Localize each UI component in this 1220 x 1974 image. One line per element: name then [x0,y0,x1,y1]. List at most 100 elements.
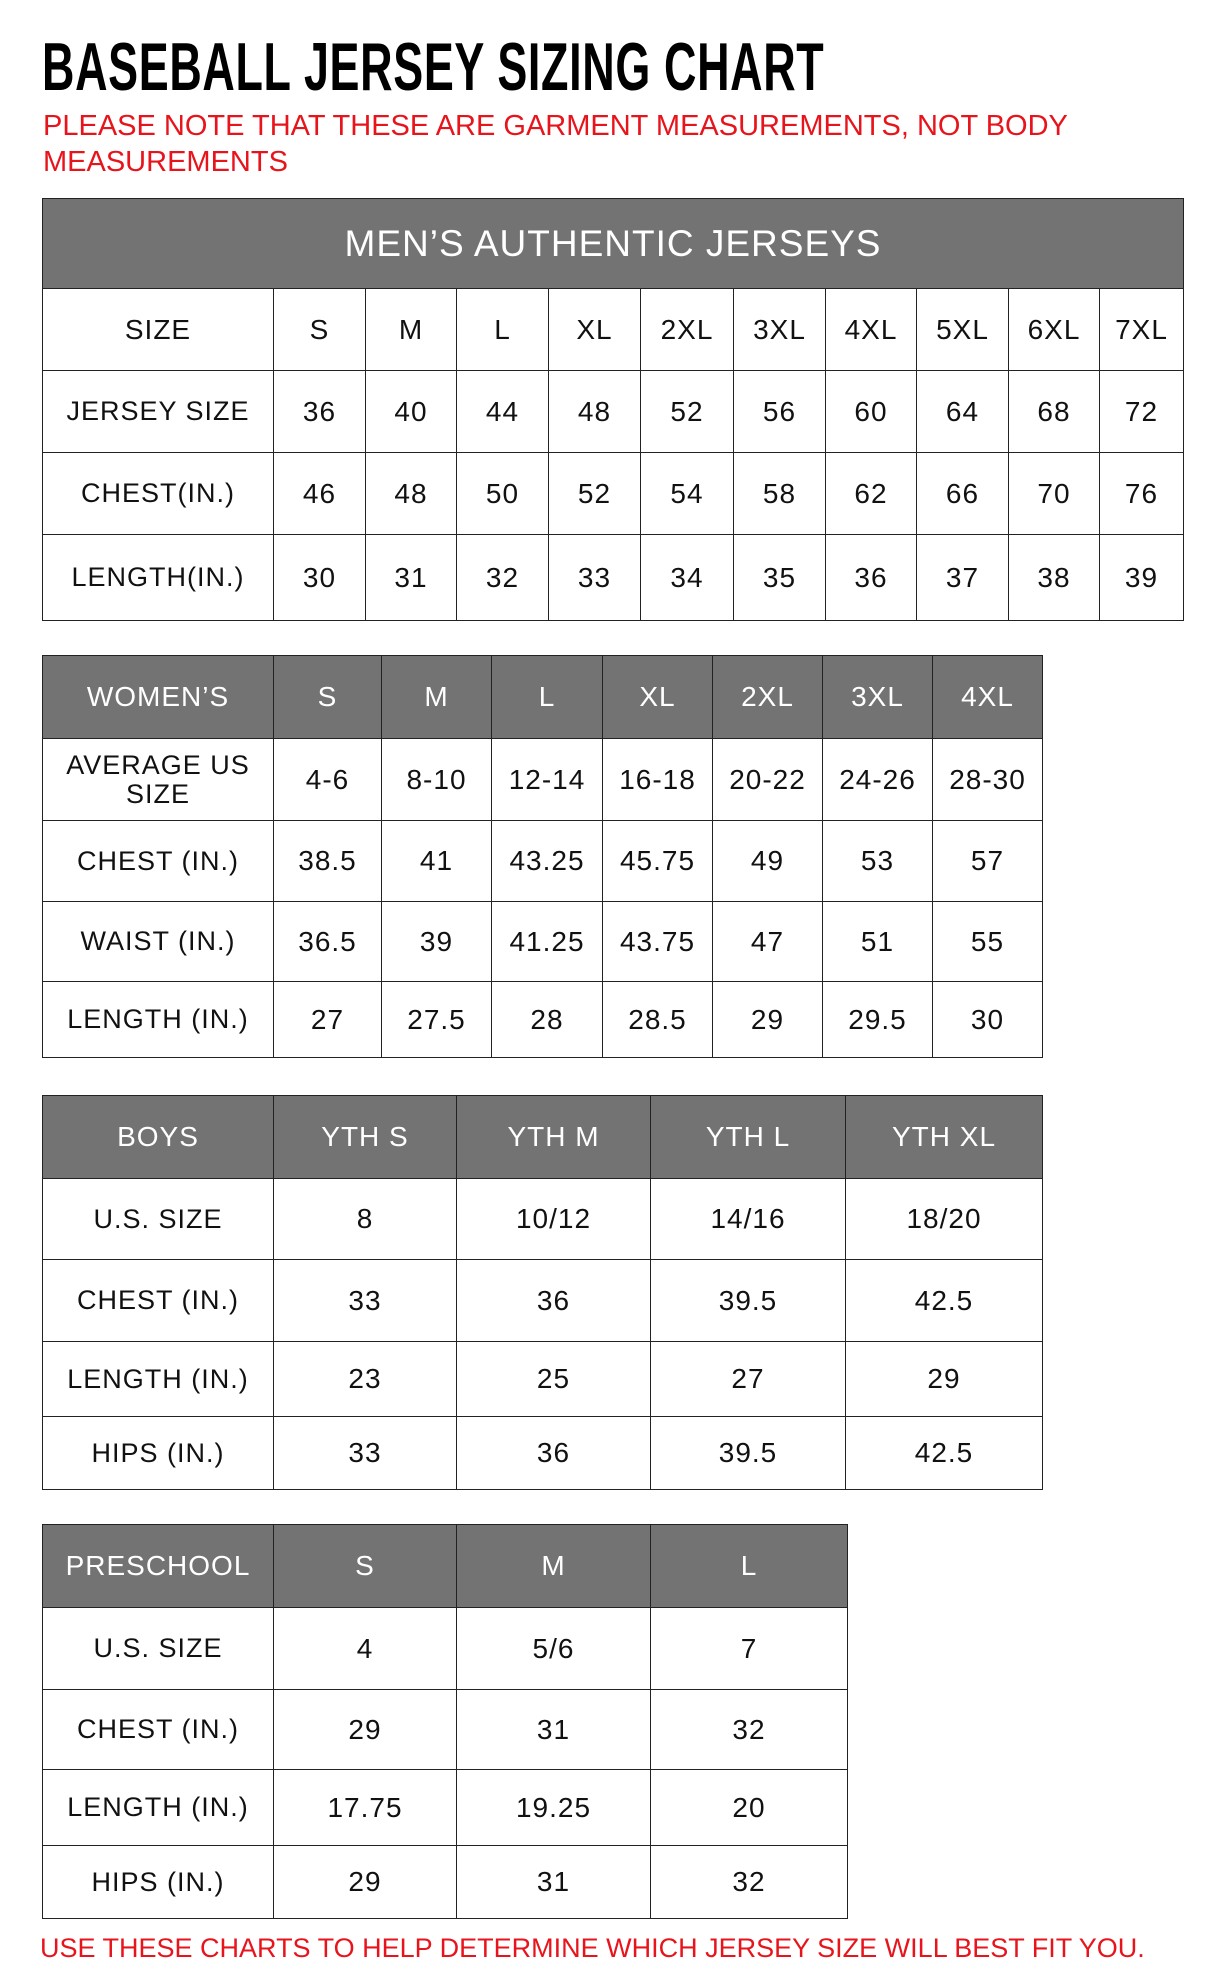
size-header: 2XL [640,288,734,371]
measurement-cell: 12-14 [491,738,603,821]
page-title: BASEBALL JERSEY SIZING CHART [42,29,825,105]
row-label: JERSEY SIZE [42,370,274,453]
measurement-cell: 68 [1008,370,1100,453]
measurement-cell: 30 [932,981,1043,1058]
measurement-cell: 36.5 [273,901,382,982]
size-header: XL [548,288,641,371]
table-row: CHEST (IN.) 38.5 41 43.25 45.75 49 53 57 [42,820,1043,902]
size-header: 4XL [825,288,917,371]
measurement-cell: 14/16 [650,1178,846,1260]
measurement-cell: 53 [822,820,933,902]
measurement-cell: 49 [712,820,823,902]
row-label: WAIST (IN.) [42,901,274,982]
measurement-cell: 40 [365,370,457,453]
header-label: WOMEN’S [42,655,274,739]
row-label: CHEST (IN.) [42,820,274,902]
row-label: CHEST(IN.) [42,452,274,535]
row-label: HIPS (IN.) [42,1845,274,1919]
measurement-cell: 18/20 [845,1178,1043,1260]
measurement-cell: 54 [640,452,734,535]
boys-size-table: BOYS YTH S YTH M YTH L YTH XL U.S. SIZE 8 10/12… [42,1095,1043,1490]
measurement-cell: 20-22 [712,738,823,821]
measurement-cell: 39.5 [650,1259,846,1342]
measurement-cell: 48 [548,370,641,453]
header-row: PRESCHOOL S M L [42,1524,848,1608]
measurement-cell: 19.25 [456,1769,651,1846]
row-label: AVERAGE US SIZE [42,738,274,821]
table-row: CHEST (IN.) 33 36 39.5 42.5 [42,1259,1043,1342]
row-label: U.S. SIZE [42,1178,274,1260]
measurement-cell: 52 [640,370,734,453]
size-header: S [273,1524,457,1608]
measurement-cell: 41.25 [491,901,603,982]
measurement-cell: 38.5 [273,820,382,902]
size-header: M [456,1524,651,1608]
table-row: LENGTH(IN.) 30 31 32 33 34 35 36 37 38 39 [42,534,1185,621]
measurement-cell: 32 [650,1845,848,1919]
measurement-cell: 52 [548,452,641,535]
measurement-cell: 29 [273,1689,457,1770]
measurement-cell: 31 [365,534,457,621]
measurement-cell: 29 [712,981,823,1058]
table-row: JERSEY SIZE 36 40 44 48 52 56 60 64 68 72 [42,370,1185,453]
size-header: M [381,655,492,739]
measurement-cell: 39 [381,901,492,982]
measurement-cell: 7 [650,1607,848,1690]
table-row: HIPS (IN.) 33 36 39.5 42.5 [42,1416,1043,1490]
size-header: 2XL [712,655,823,739]
size-header: 5XL [916,288,1009,371]
row-label: CHEST (IN.) [42,1689,274,1770]
size-header: 3XL [733,288,826,371]
measurement-cell: 62 [825,452,917,535]
measurement-cell: 45.75 [602,820,713,902]
measurement-cell: 33 [273,1416,457,1490]
row-label: LENGTH(IN.) [42,534,274,621]
header-row: WOMEN’S S M L XL 2XL 3XL 4XL [42,655,1043,739]
table-row: WAIST (IN.) 36.5 39 41.25 43.75 47 51 55 [42,901,1043,982]
measurement-cell: 70 [1008,452,1100,535]
row-label: U.S. SIZE [42,1607,274,1690]
table-row: CHEST(IN.) 46 48 50 52 54 58 62 66 70 76 [42,452,1185,535]
table-caption: MEN’S AUTHENTIC JERSEYS [41,198,1185,289]
table-row: LENGTH (IN.) 17.75 19.25 20 [42,1769,848,1846]
measurement-cell: 46 [273,452,366,535]
measurement-cell: 39 [1098,534,1185,621]
measurement-cell: 76 [1098,452,1185,535]
header-row: BOYS YTH S YTH M YTH L YTH XL [42,1095,1043,1179]
table-row: AVERAGE US SIZE 4-6 8-10 12-14 16-18 20-22 24-… [42,738,1043,821]
measurement-cell: 48 [365,452,457,535]
measurement-cell: 17.75 [273,1769,457,1846]
row-label: LENGTH (IN.) [42,1341,274,1417]
size-header: 4XL [932,655,1043,739]
measurement-cell: 20 [650,1769,848,1846]
measurement-cell: 36 [273,370,366,453]
size-header: YTH XL [845,1095,1043,1179]
header-row: SIZE S M L XL 2XL 3XL 4XL 5XL 6XL 7XL [42,288,1185,371]
measurement-cell: 41 [381,820,492,902]
row-label: HIPS (IN.) [42,1416,274,1490]
measurement-cell: 29 [273,1845,457,1919]
measurement-cell: 10/12 [456,1178,651,1260]
measurement-cell: 44 [456,370,549,453]
measurement-cell: 23 [273,1341,457,1417]
size-header: XL [602,655,713,739]
measurement-cell: 34 [640,534,734,621]
measurement-cell: 36 [456,1259,651,1342]
size-header: S [273,288,366,371]
measurement-cell: 58 [733,452,826,535]
measurement-cell: 43.75 [602,901,713,982]
footer-note: USE THESE CHARTS TO HELP DETERMINE WHICH… [40,1933,1145,1963]
measurement-cell: 57 [932,820,1043,902]
size-header: L [491,655,603,739]
measurement-cell: 32 [650,1689,848,1770]
measurement-cell: 50 [456,452,549,535]
measurement-cell: 28 [491,981,603,1058]
womens-size-table: WOMEN’S S M L XL 2XL 3XL 4XL AVERAGE US SIZE 4-6 8… [42,655,1043,1058]
measurement-cell: 36 [825,534,917,621]
row-label: LENGTH (IN.) [42,1769,274,1846]
size-header: 7XL [1098,288,1185,371]
row-label: CHEST (IN.) [42,1259,274,1342]
measurement-cell: 31 [456,1845,651,1919]
table-row: LENGTH (IN.) 23 25 27 29 [42,1341,1043,1417]
table-row: HIPS (IN.) 29 31 32 [42,1845,848,1919]
